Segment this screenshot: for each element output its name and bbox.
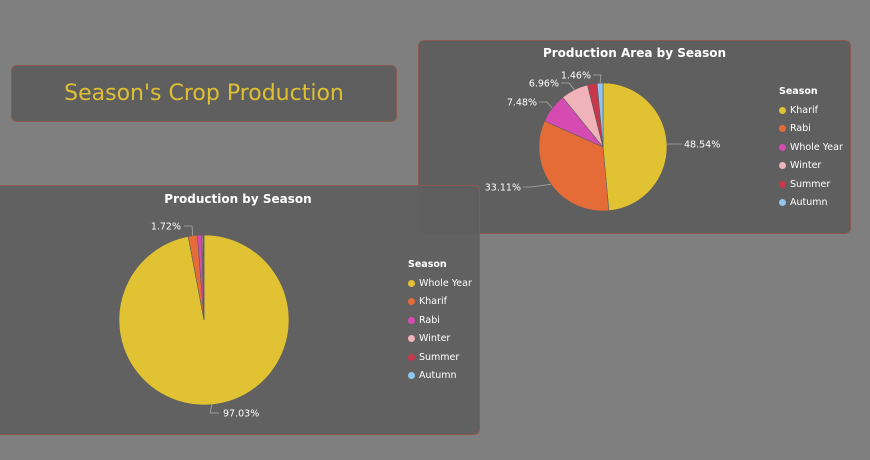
- legend-label: Rabi: [790, 123, 811, 135]
- data-label-winter: 6.96%: [529, 79, 559, 90]
- chart-legend: Season Kharif Rabi Whole Year Winter Summer A…: [779, 86, 843, 212]
- chart-legend: Season Whole Year Kharif Rabi Winter Summer A…: [408, 259, 472, 385]
- leader-line-rabi: [523, 183, 552, 188]
- legend-item-kharif[interactable]: Kharif: [779, 101, 843, 120]
- pie-chart-production-area[interactable]: 48.54% 33.11% 7.48% 6.96%1.46%: [419, 41, 852, 235]
- data-label-whole-year: 7.48%: [507, 98, 537, 109]
- data-label-whole-year: 97.03%: [223, 409, 259, 420]
- legend-item-autumn[interactable]: Autumn: [408, 367, 472, 386]
- data-label-kharif: 1.72%: [151, 222, 181, 233]
- legend-label: Autumn: [790, 197, 828, 209]
- legend-label: Summer: [790, 178, 831, 190]
- legend-marker: [779, 125, 786, 133]
- legend-marker: [408, 353, 415, 361]
- legend-item-summer[interactable]: Summer: [779, 175, 843, 194]
- legend-item-autumn[interactable]: Autumn: [779, 194, 843, 213]
- legend-item-kharif[interactable]: Kharif: [408, 293, 472, 312]
- data-label-autumn: 1.46%: [561, 71, 591, 82]
- legend-title: Season: [408, 259, 447, 270]
- legend-marker: [408, 372, 415, 380]
- pie-slice-kharif[interactable]: [602, 82, 668, 212]
- pie-slice-rabi[interactable]: [538, 120, 610, 212]
- legend-item-whole-year[interactable]: Whole Year: [779, 138, 843, 157]
- legend-label: Kharif: [790, 104, 818, 116]
- legend-label: Kharif: [419, 296, 447, 308]
- legend-marker: [779, 143, 786, 151]
- legend-title: Season: [779, 86, 818, 97]
- chart-title: Production Area by Season: [542, 46, 727, 60]
- legend-marker: [779, 180, 786, 188]
- leader-line-winter: [561, 82, 575, 91]
- leader-line-autumn: [593, 74, 602, 84]
- legend-marker: [408, 298, 415, 306]
- legend-item-winter[interactable]: Winter: [779, 157, 843, 176]
- legend-label: Summer: [419, 351, 460, 363]
- production-chart-panel[interactable]: Production by Season 97.03% 1.72% Season …: [0, 185, 480, 435]
- legend-item-winter[interactable]: Winter: [408, 330, 472, 349]
- legend-item-whole-year[interactable]: Whole Year: [408, 274, 472, 293]
- legend-marker: [779, 199, 786, 207]
- legend-item-rabi[interactable]: Rabi: [408, 311, 472, 330]
- legend-marker: [408, 279, 415, 287]
- chart-title: Production by Season: [164, 192, 312, 206]
- leader-line-whole-year: [209, 404, 219, 414]
- pie-slice-autumn[interactable]: [596, 82, 604, 148]
- data-label-rabi: 33.11%: [485, 183, 521, 194]
- report-title-card: Season's Crop Production: [11, 65, 397, 122]
- legend-label: Autumn: [419, 370, 457, 382]
- leader-line-kharif: [184, 225, 194, 236]
- legend-label: Whole Year: [790, 141, 843, 153]
- production-area-chart-panel[interactable]: Production Area by Season 48.54% 33.11% 7.…: [418, 40, 851, 234]
- legend-label: Rabi: [419, 314, 440, 326]
- legend-marker: [408, 316, 415, 324]
- legend-marker: [779, 162, 786, 170]
- legend-label: Whole Year: [419, 277, 472, 289]
- legend-item-rabi[interactable]: Rabi: [779, 120, 843, 139]
- leader-line-whole-year: [539, 101, 553, 109]
- legend-label: Winter: [790, 160, 822, 172]
- pie-chart-production[interactable]: 97.03% 1.72%: [0, 186, 481, 436]
- legend-marker: [408, 335, 415, 343]
- legend-item-summer[interactable]: Summer: [408, 348, 472, 367]
- legend-marker: [779, 106, 786, 114]
- data-label-kharif: 48.54%: [684, 140, 720, 151]
- report-title: Season's Crop Production: [64, 81, 344, 106]
- legend-label: Winter: [419, 333, 451, 345]
